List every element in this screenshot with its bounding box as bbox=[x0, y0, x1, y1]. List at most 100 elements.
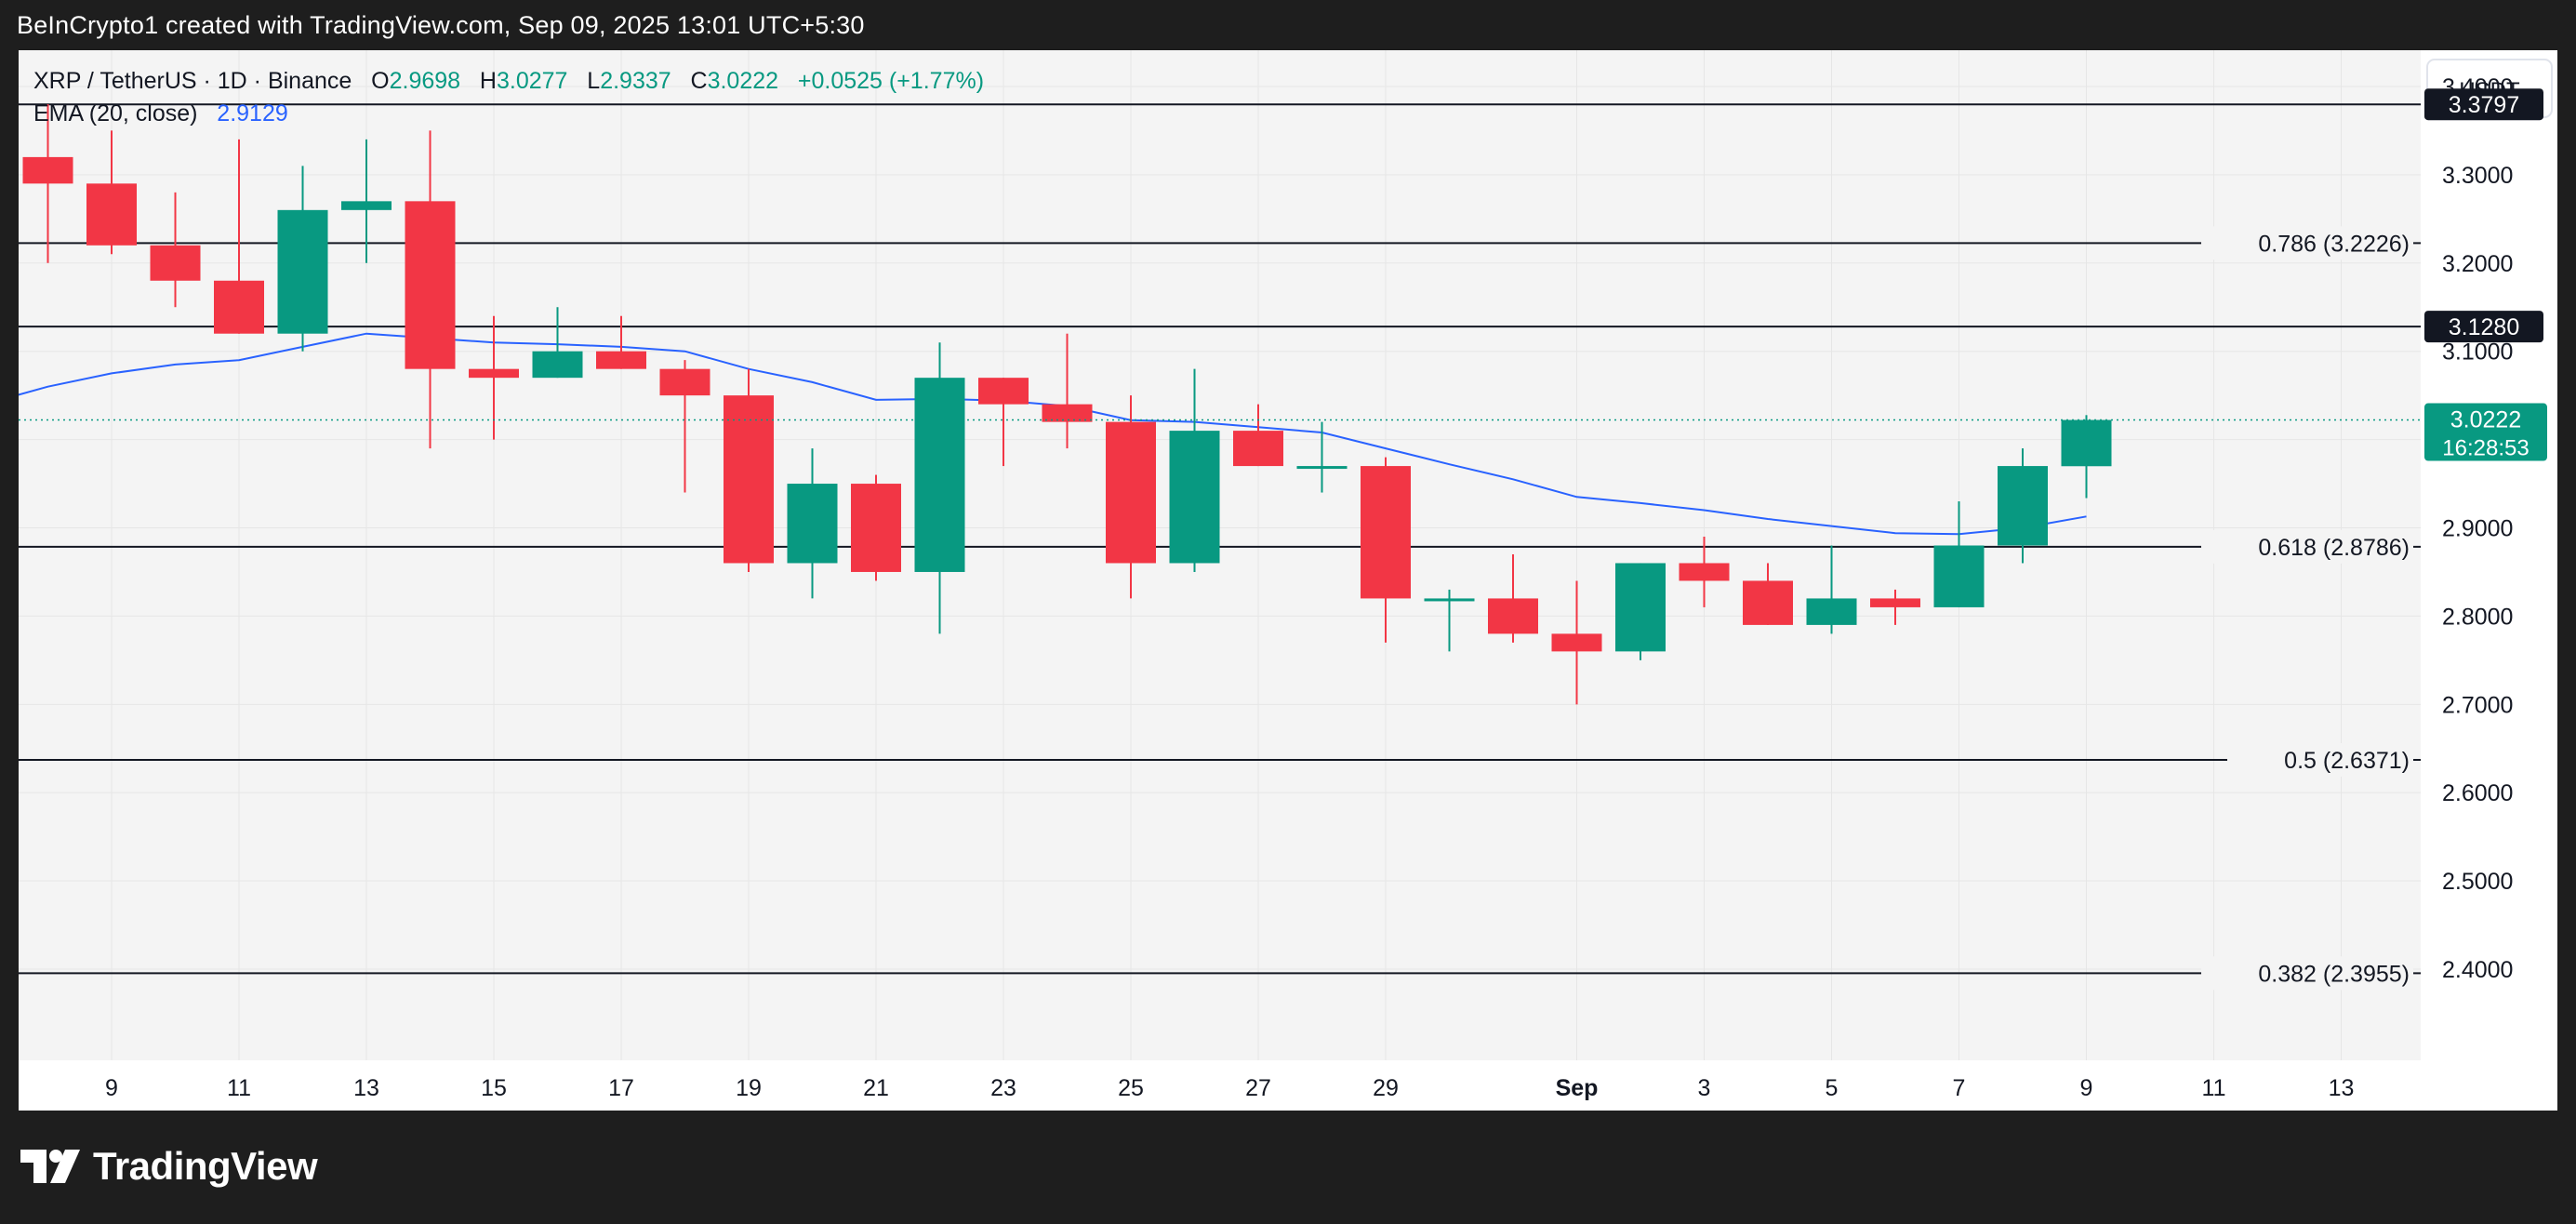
low-label: L bbox=[587, 68, 601, 94]
ema-row: EMA (20, close) 2.9129 bbox=[33, 98, 984, 130]
candle bbox=[1233, 404, 1283, 467]
candle-body bbox=[22, 156, 73, 184]
candle bbox=[1615, 563, 1666, 660]
tradingview-footer[interactable]: TradingView bbox=[20, 1144, 318, 1189]
candle-body bbox=[1551, 633, 1602, 652]
candle bbox=[659, 360, 710, 493]
candle bbox=[1806, 545, 1857, 634]
level-label-bg bbox=[2201, 956, 2413, 991]
change-value: +0.0525 (+1.77%) bbox=[797, 68, 985, 94]
tradingview-logo-icon bbox=[20, 1150, 80, 1183]
candle-body bbox=[341, 201, 392, 210]
level-label-bg bbox=[2227, 743, 2413, 778]
candle-body bbox=[2061, 419, 2112, 467]
last-price-label: 3.0222 bbox=[2450, 407, 2521, 433]
level-badge bbox=[2424, 88, 2543, 121]
candle bbox=[86, 130, 137, 255]
candle-body bbox=[1933, 545, 1985, 607]
candle bbox=[1488, 553, 1538, 643]
candle bbox=[150, 192, 201, 308]
candle-body bbox=[1488, 598, 1538, 634]
candle bbox=[1679, 537, 1730, 607]
symbol-row: XRP / TetherUS · 1D · Binance O2.9698 H3… bbox=[33, 65, 984, 98]
candle bbox=[1361, 457, 1411, 643]
candle bbox=[1424, 589, 1475, 652]
price-axis-bg bbox=[2421, 50, 2557, 1111]
candles bbox=[22, 103, 2112, 705]
time-tick-label: 5 bbox=[1826, 1075, 1839, 1101]
candle-body bbox=[1169, 431, 1220, 564]
candle bbox=[1933, 501, 1985, 607]
candle bbox=[405, 130, 456, 449]
open-value: 2.9698 bbox=[389, 68, 461, 94]
time-axis-bg bbox=[19, 1060, 2421, 1111]
candle-body bbox=[1106, 421, 1156, 564]
symbol-title[interactable]: XRP / TetherUS · 1D · Binance bbox=[33, 68, 352, 94]
candle bbox=[469, 315, 519, 440]
price-tick-label: 3.1000 bbox=[2442, 339, 2513, 366]
candle-body bbox=[1870, 598, 1920, 607]
tradingview-logo-text: TradingView bbox=[93, 1144, 318, 1188]
chart-panel[interactable]: 0.786 (3.2226) 0.618 (2.8786) 0.5 (2.6371)… bbox=[19, 50, 2557, 1111]
candle-body bbox=[1743, 580, 1793, 625]
candle-body bbox=[724, 395, 774, 564]
level-badge bbox=[2424, 311, 2543, 343]
candle bbox=[978, 378, 1029, 467]
time-tick-label: 17 bbox=[608, 1075, 634, 1101]
price-tick-label: 2.8000 bbox=[2442, 604, 2513, 630]
candle-body bbox=[1615, 563, 1666, 652]
time-tick-label: 21 bbox=[863, 1075, 889, 1101]
level-label: 0.5 (2.6371) bbox=[2284, 748, 2410, 774]
candle-body bbox=[1361, 466, 1411, 599]
candle-body bbox=[150, 245, 201, 281]
candle bbox=[532, 307, 583, 379]
price-chart[interactable]: 0.786 (3.2226) 0.618 (2.8786) 0.5 (2.6371)… bbox=[19, 50, 2557, 1111]
price-tick-label: 2.9000 bbox=[2442, 516, 2513, 542]
chart-credit: BeInCrypto1 created with TradingView.com… bbox=[17, 11, 865, 39]
candle bbox=[1296, 421, 1348, 493]
candle bbox=[214, 139, 264, 334]
candle bbox=[1998, 448, 2048, 564]
time-tick-label: Sep bbox=[1556, 1075, 1599, 1101]
candle-body bbox=[596, 351, 646, 369]
candle-body bbox=[914, 378, 965, 572]
time-tick-label: 29 bbox=[1373, 1075, 1399, 1101]
time-tick-label: 23 bbox=[990, 1075, 1016, 1101]
candle bbox=[596, 315, 646, 369]
candle-body bbox=[1806, 598, 1857, 625]
time-tick-label: 15 bbox=[481, 1075, 507, 1101]
ema-line bbox=[19, 332, 2087, 536]
time-tick-label: 11 bbox=[2202, 1075, 2226, 1101]
candle-body bbox=[659, 368, 710, 396]
chart-legend: XRP / TetherUS · 1D · Binance O2.9698 H3… bbox=[33, 65, 984, 130]
close-value: 3.0222 bbox=[707, 68, 779, 94]
candle-body bbox=[1424, 598, 1475, 602]
time-tick-label: 27 bbox=[1245, 1075, 1271, 1101]
candle-body bbox=[532, 351, 583, 379]
close-label: C bbox=[690, 68, 708, 94]
ema-value: 2.9129 bbox=[217, 100, 288, 126]
time-tick-label: 9 bbox=[105, 1075, 118, 1101]
candle bbox=[1870, 589, 1920, 625]
price-axis[interactable]: USDT2.40002.50002.60002.70002.80002.9000… bbox=[2421, 50, 2557, 1111]
candle-body bbox=[978, 378, 1029, 405]
countdown-label: 16:28:53 bbox=[2442, 436, 2529, 461]
ema-line-group bbox=[19, 332, 2087, 536]
ema-label[interactable]: EMA (20, close) bbox=[33, 100, 198, 126]
level-badge-label: 3.1280 bbox=[2449, 314, 2519, 340]
level-label-bg bbox=[2201, 226, 2413, 260]
candle bbox=[851, 474, 901, 581]
candle-body bbox=[214, 280, 264, 334]
candle bbox=[914, 342, 965, 634]
candle-body bbox=[1679, 563, 1730, 581]
candle bbox=[787, 448, 838, 599]
time-tick-label: 25 bbox=[1118, 1075, 1144, 1101]
time-tick-label: 13 bbox=[2329, 1075, 2355, 1101]
time-axis[interactable]: 9 11 13 15 17 19 21 23 25 27 29 Sep 3 5 7 9 11 13 bbox=[19, 1060, 2421, 1111]
level-label: 0.618 (2.8786) bbox=[2258, 535, 2410, 561]
price-tick-label: 2.4000 bbox=[2442, 957, 2513, 983]
time-tick-label: 9 bbox=[2080, 1075, 2093, 1101]
fib-levels: 0.786 (3.2226) 0.618 (2.8786) 0.5 (2.6371)… bbox=[19, 103, 2421, 991]
candle-body bbox=[851, 484, 901, 572]
price-tick-label: 2.6000 bbox=[2442, 780, 2513, 806]
